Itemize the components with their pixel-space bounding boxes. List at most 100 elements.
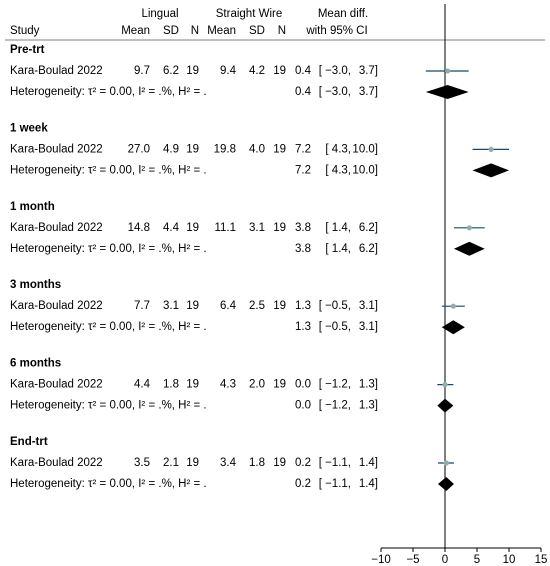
group1-header: Lingual bbox=[141, 8, 178, 20]
cell: 7.7 bbox=[134, 300, 150, 312]
effect-label: 1.3 bbox=[295, 300, 311, 312]
subgroup-name: End-trt bbox=[10, 436, 48, 448]
cell: 11.1 bbox=[214, 222, 236, 234]
cell: 4.4 bbox=[163, 222, 180, 234]
column-header: SD bbox=[249, 25, 265, 37]
ci-upper-label: 1.3] bbox=[359, 379, 378, 391]
column-header: Mean bbox=[121, 25, 150, 37]
effect-point bbox=[450, 303, 456, 309]
cell: 19 bbox=[273, 65, 286, 77]
heterogeneity-label: Heterogeneity: τ² = 0.00, I² = .%, H² = … bbox=[10, 86, 207, 98]
column-header: N bbox=[278, 25, 286, 37]
subgroup-name: 1 month bbox=[10, 201, 55, 213]
effect-label: 0.2 bbox=[295, 457, 311, 469]
cell: 3.1 bbox=[249, 222, 265, 234]
effect-point bbox=[466, 225, 472, 231]
cell: 19 bbox=[273, 379, 286, 391]
ci-upper-label: 6.2] bbox=[359, 222, 378, 234]
ci-upper-label: 10.0] bbox=[352, 143, 378, 155]
study-name: Kara-Boulad 2022 bbox=[10, 222, 103, 234]
ci-upper-label: 10.0] bbox=[352, 164, 378, 176]
effect-label: 7.2 bbox=[295, 164, 311, 176]
effect-point bbox=[488, 146, 494, 152]
x-tick-label: −5 bbox=[406, 554, 419, 566]
effect-point bbox=[442, 382, 448, 388]
effect-label: 0.0 bbox=[295, 400, 311, 412]
cell: 3.1 bbox=[163, 300, 179, 312]
subgroup-name: 3 months bbox=[10, 279, 61, 291]
ci-lower-label: [ −1.2, bbox=[319, 400, 351, 412]
effect-label: 0.0 bbox=[295, 379, 311, 391]
cell: 4.4 bbox=[134, 379, 151, 391]
ci-upper-label: 3.1] bbox=[359, 321, 378, 333]
x-tick-label: −10 bbox=[371, 554, 391, 566]
ci-lower-label: [ −3.0, bbox=[319, 65, 351, 77]
ci-upper-label: 1.3] bbox=[359, 400, 378, 412]
cell: 9.7 bbox=[134, 65, 150, 77]
ci-lower-label: [ −0.5, bbox=[319, 321, 351, 333]
ci-upper-label: 3.1] bbox=[359, 300, 378, 312]
pooled-diamond bbox=[437, 398, 454, 413]
cell: 2.0 bbox=[249, 379, 265, 391]
ci-upper-label: 6.2] bbox=[359, 243, 378, 255]
cell: 19 bbox=[186, 379, 199, 391]
ci-upper-label: 1.4] bbox=[359, 457, 378, 469]
pooled-diamond bbox=[472, 163, 509, 178]
cell: 19 bbox=[186, 457, 199, 469]
effect-label: 3.8 bbox=[295, 222, 311, 234]
cell: 3.5 bbox=[134, 457, 150, 469]
x-tick-label: 5 bbox=[474, 554, 480, 566]
study-name: Kara-Boulad 2022 bbox=[10, 457, 103, 469]
cell: 2.5 bbox=[249, 300, 265, 312]
ci-header: with 95% CI bbox=[305, 25, 367, 37]
heterogeneity-label: Heterogeneity: τ² = 0.00, I² = .%, H² = … bbox=[10, 243, 207, 255]
ci-upper-label: 3.7] bbox=[359, 86, 378, 98]
cell: 14.8 bbox=[128, 222, 150, 234]
effect-label: 0.4 bbox=[295, 86, 312, 98]
cell: 6.4 bbox=[220, 300, 237, 312]
heterogeneity-label: Heterogeneity: τ² = 0.00, I² = .%, H² = … bbox=[10, 164, 207, 176]
cell: 1.8 bbox=[249, 457, 265, 469]
pooled-diamond bbox=[437, 477, 454, 491]
cell: 27.0 bbox=[128, 143, 150, 155]
ci-lower-label: [ −0.5, bbox=[319, 300, 351, 312]
subgroup-name: 1 week bbox=[10, 122, 48, 134]
study-name: Kara-Boulad 2022 bbox=[10, 65, 103, 77]
cell: 9.4 bbox=[220, 65, 237, 77]
cell: 2.1 bbox=[163, 457, 179, 469]
study-name: Kara-Boulad 2022 bbox=[10, 143, 103, 155]
x-tick-label: 10 bbox=[503, 554, 516, 566]
ci-lower-label: [ −1.1, bbox=[319, 457, 351, 469]
ci-upper-label: 3.7] bbox=[359, 65, 378, 77]
column-header: Mean bbox=[207, 25, 236, 37]
effect-point bbox=[443, 460, 449, 466]
cell: 1.8 bbox=[163, 379, 179, 391]
cell: 6.2 bbox=[163, 65, 179, 77]
effect-label: 0.4 bbox=[295, 65, 312, 77]
subgroup-name: Pre-trt bbox=[10, 44, 45, 56]
cell: 19 bbox=[273, 300, 286, 312]
cell: 4.0 bbox=[249, 143, 265, 155]
ci-lower-label: [ 1.4, bbox=[325, 243, 351, 255]
x-tick-label: 0 bbox=[442, 554, 448, 566]
cell: 4.9 bbox=[163, 143, 179, 155]
cell: 3.4 bbox=[220, 457, 237, 469]
cell: 4.2 bbox=[249, 65, 265, 77]
effect-point bbox=[444, 68, 451, 74]
ci-lower-label: [ 4.3, bbox=[325, 164, 351, 176]
ci-lower-label: [ −1.2, bbox=[319, 379, 351, 391]
cell: 19 bbox=[186, 222, 199, 234]
x-tick-label: 15 bbox=[535, 554, 548, 566]
heterogeneity-label: Heterogeneity: τ² = 0.00, I² = .%, H² = … bbox=[10, 400, 207, 412]
effect-header: Mean diff. bbox=[318, 8, 368, 20]
cell: 19 bbox=[273, 457, 286, 469]
ci-lower-label: [ −1.1, bbox=[319, 478, 351, 490]
study-name: Kara-Boulad 2022 bbox=[10, 379, 103, 391]
cell: 19 bbox=[186, 300, 199, 312]
cell: 19 bbox=[273, 222, 286, 234]
ci-lower-label: [ 4.3, bbox=[325, 143, 351, 155]
cell: 19 bbox=[273, 143, 286, 155]
subgroup-name: 6 months bbox=[10, 358, 61, 370]
study-name: Kara-Boulad 2022 bbox=[10, 300, 103, 312]
